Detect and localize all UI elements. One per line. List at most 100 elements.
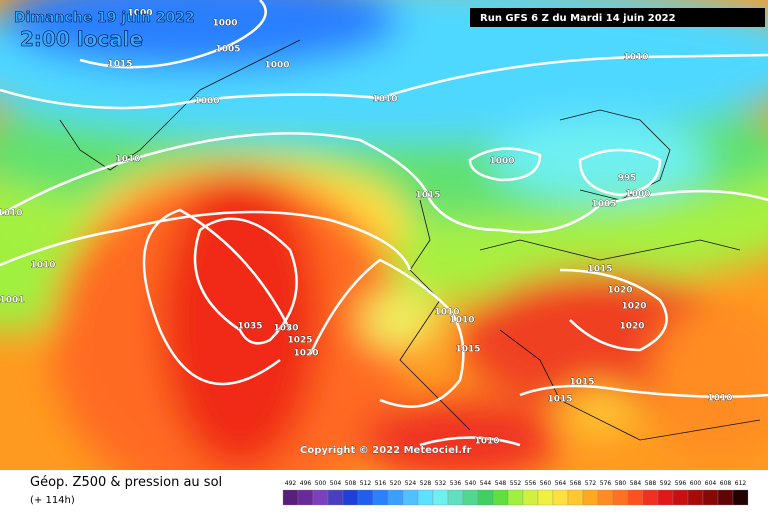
scale-swatch	[732, 489, 749, 506]
pressure-label: 1015	[569, 378, 594, 388]
scale-swatch	[357, 489, 374, 506]
valid-date: Dimanche 19 juin 2022	[14, 10, 195, 26]
pressure-label: 1020	[293, 349, 318, 359]
scale-label: 596	[675, 480, 687, 487]
isobar	[193, 217, 298, 345]
pressure-label: 1010	[474, 437, 499, 447]
scale-swatch	[417, 489, 434, 506]
scale-label: 496	[300, 480, 312, 487]
scale-swatch	[612, 489, 629, 506]
pressure-label: 1010	[30, 261, 55, 271]
pressure-label: 1010	[0, 209, 23, 219]
scale-swatch	[387, 489, 404, 506]
pressure-label: 1000	[212, 19, 237, 29]
scale-swatch	[597, 489, 614, 506]
pressure-label: 1010	[434, 308, 459, 318]
pressure-label: 1015	[547, 395, 572, 405]
valid-time: 2:00 locale	[20, 27, 143, 51]
pressure-label: 1010	[372, 95, 397, 105]
scale-label: 576	[600, 480, 612, 487]
isobar	[0, 53, 768, 110]
scale-swatch	[627, 489, 644, 506]
isobar	[308, 258, 465, 408]
scale-swatch	[477, 489, 494, 506]
scale-swatch	[327, 489, 344, 506]
scale-label: 500	[315, 480, 327, 487]
pressure-label: 1010	[449, 316, 474, 326]
copyright: Copyright © 2022 Meteociel.fr	[300, 445, 471, 456]
product-title: Géop. Z500 & pression au sol	[30, 475, 222, 490]
isobar	[578, 148, 662, 197]
pressure-label: 1015	[107, 60, 132, 70]
scale-swatch	[372, 489, 389, 506]
pressure-label: 1010	[115, 155, 140, 165]
scale-swatch	[537, 489, 554, 506]
scale-label: 560	[540, 480, 552, 487]
scale-swatch	[717, 489, 734, 506]
pressure-label: 1015	[587, 265, 612, 275]
color-scale: 492 496 500 504 508 512 516 520 524 528 532 536 540 5…	[282, 480, 749, 506]
scale-label: 568	[570, 480, 582, 487]
scale-label: 556	[525, 480, 537, 487]
scale-swatch	[507, 489, 524, 506]
scale-label: 532	[435, 480, 447, 487]
pressure-label: 1010	[707, 394, 732, 404]
scale-swatch	[297, 489, 314, 506]
scale-label: 548	[495, 480, 507, 487]
isobar	[419, 436, 521, 447]
scale-swatch	[522, 489, 539, 506]
pressure-label: 1005	[215, 45, 240, 55]
run-box	[470, 8, 765, 27]
scale-swatch	[567, 489, 584, 506]
scale-label: 504	[330, 480, 342, 487]
scale-swatch	[492, 489, 509, 506]
isobar	[79, 0, 267, 69]
isobar	[0, 210, 412, 271]
scale-swatch	[282, 489, 299, 506]
scale-label: 572	[585, 480, 597, 487]
pressure-label: 1001	[0, 296, 25, 306]
scale-swatch	[432, 489, 449, 506]
pressure-label: 1020	[621, 302, 646, 312]
forecast-hour: (+ 114h)	[30, 495, 75, 506]
scale-swatch	[672, 489, 689, 506]
pressure-label: 1000	[625, 190, 650, 200]
scale-swatch	[342, 489, 359, 506]
scale-label: 612	[735, 480, 747, 487]
scale-label: 564	[555, 480, 567, 487]
scale-swatch	[447, 489, 464, 506]
scale-label: 600	[690, 480, 702, 487]
scale-swatch	[687, 489, 704, 506]
pressure-label: 1000	[127, 9, 152, 19]
scale-label: 552	[510, 480, 522, 487]
pressure-label: 1020	[607, 286, 632, 296]
scale-label: 544	[480, 480, 492, 487]
isobar	[142, 208, 292, 386]
pressure-label: 1020	[619, 322, 644, 332]
scale-swatch	[582, 489, 599, 506]
scale-label: 512	[360, 480, 372, 487]
scale-swatch	[702, 489, 719, 506]
isobar	[468, 147, 542, 182]
scale-swatch	[462, 489, 479, 506]
scale-swatch	[657, 489, 674, 506]
scale-label: 524	[405, 480, 417, 487]
scale-label: 608	[720, 480, 732, 487]
pressure-label: 1035	[237, 322, 262, 332]
pressure-label: 1010	[623, 53, 648, 63]
scale-label: 580	[615, 480, 627, 487]
scale-label: 540	[465, 480, 477, 487]
scale-swatch	[552, 489, 569, 506]
coastline	[59, 39, 761, 441]
pressure-label: 1015	[455, 345, 480, 355]
scale-swatch	[642, 489, 659, 506]
scale-label: 536	[450, 480, 462, 487]
scale-swatch	[402, 489, 419, 506]
isobar	[0, 132, 768, 234]
scale-label: 584	[630, 480, 642, 487]
run-label: Run GFS 6 Z du Mardi 14 juin 2022	[480, 13, 676, 24]
